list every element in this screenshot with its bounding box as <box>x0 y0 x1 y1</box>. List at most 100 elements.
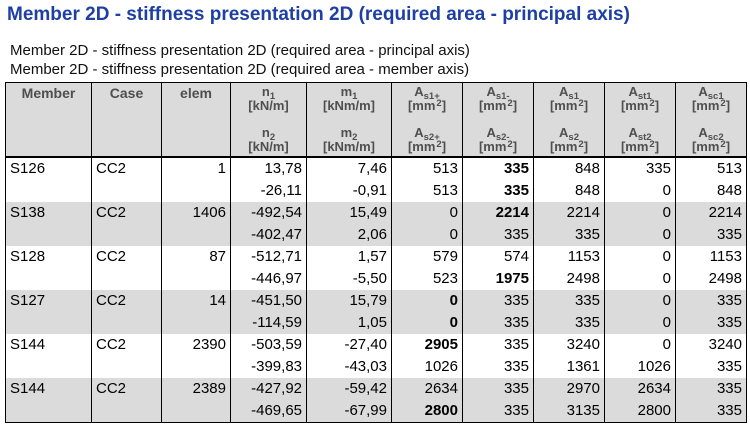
header-symbol-group-bottom: As2 [mm2] <box>537 126 601 154</box>
unit-superscript: 2 <box>649 98 655 109</box>
header-symbol-group-top: m1 [kNm/m] <box>310 85 388 113</box>
value-line-1: 2214 <box>708 204 742 221</box>
report-page: Member 2D - stiffness presentation 2D (r… <box>0 4 750 423</box>
value-line-2: 335 <box>503 358 529 375</box>
cell-as-minus: 2214 335 <box>462 202 534 246</box>
column-header-m: m1 [kNm/m] m2 [kNm/m] <box>306 82 392 158</box>
cell-case: CC2 <box>91 157 162 202</box>
value-line-1: -492,54 <box>251 204 302 221</box>
case-value: CC2 <box>96 292 127 309</box>
column-header-ast: Ast1 [mm2] Ast2 [mm2] <box>604 82 676 158</box>
symbol-subscript: s2 <box>568 132 579 143</box>
member-value: S144 <box>10 336 46 353</box>
value-line-2: -5,50 <box>352 270 387 287</box>
case-value: CC2 <box>96 160 127 177</box>
value-line-2: 2800 <box>424 402 458 419</box>
case-value: CC2 <box>96 380 127 397</box>
value-line-1: -27,40 <box>344 336 387 353</box>
case-value: CC2 <box>96 336 127 353</box>
value-line-2: 523 <box>432 270 458 287</box>
cell-elem: 14 <box>161 290 231 334</box>
table-row-1: S138 CC2 1406 -492,54 -402,47 15,49 2,06 0 0 2214… <box>5 202 747 246</box>
unit-label: [mm2] <box>620 139 660 154</box>
value-line-1: 3240 <box>708 336 742 353</box>
cell-as-minus: 335 335 <box>462 378 534 423</box>
subtitle-member-axis: Member 2D - stiffness presentation 2D (r… <box>10 61 470 78</box>
cell-asc: 1153 2498 <box>675 246 747 290</box>
cell-asc: 335 335 <box>675 378 747 423</box>
value-line-1: 0 <box>449 204 458 221</box>
elem-value: 2390 <box>192 336 226 353</box>
value-line-2: 0 <box>449 314 458 331</box>
cell-ast: 335 0 <box>604 157 676 202</box>
unit-label: [kNm/m] <box>322 98 376 113</box>
symbol-subscript: 2 <box>269 132 276 143</box>
cell-case: CC2 <box>91 290 162 334</box>
unit-label: [mm2] <box>407 139 447 154</box>
cell-as: 3240 1361 <box>533 334 605 378</box>
cell-m: 7,46 -0,91 <box>306 157 392 202</box>
unit-superscript: 2 <box>507 98 513 109</box>
cell-member: S144 <box>5 334 92 378</box>
header-symbol-group-bottom: As2- [mm2] <box>466 126 530 154</box>
symbol-label: A <box>628 84 638 99</box>
unit-superscript: 2 <box>649 139 655 150</box>
cell-as-plus: 579 523 <box>391 246 463 290</box>
value-line-1: 2970 <box>566 380 600 397</box>
column-header-case: Case <box>91 82 162 158</box>
value-line-2: 1361 <box>566 358 600 375</box>
header-symbol-group-bottom: Asc2 [mm2] <box>679 126 743 154</box>
member-value: S128 <box>10 248 46 265</box>
header-cell-content: Asc1 [mm2] Asc2 [mm2] <box>679 85 743 154</box>
value-line-1: 1153 <box>567 248 600 265</box>
elem-value: 1406 <box>192 204 226 221</box>
unit-text: mm <box>696 139 720 154</box>
unit-text: mm <box>483 139 507 154</box>
value-line-1: -59,42 <box>344 380 387 397</box>
header-symbol-group-top: As1- [mm2] <box>466 85 530 113</box>
value-line-2: 0 <box>662 270 671 287</box>
header-row: Member Case elem n1 [kN/m] n2 [kN/m] m1 [kNm/m] m… <box>5 82 747 158</box>
elem-value: 2389 <box>192 380 226 397</box>
value-line-2: 1,05 <box>357 314 387 331</box>
symbol-subscript: s1- <box>495 91 510 102</box>
report-title: Member 2D - stiffness presentation 2D (r… <box>7 4 630 25</box>
value-line-2: 335 <box>716 314 742 331</box>
symbol-subscript: 1 <box>269 91 276 102</box>
value-line-1: 335 <box>716 380 742 397</box>
elem-value: 1 <box>217 160 226 177</box>
header-cell-content: As1 [mm2] As2 [mm2] <box>537 85 601 154</box>
value-line-2: 2498 <box>566 270 600 287</box>
header-symbol-group-top: As1 [mm2] <box>537 85 601 113</box>
value-line-1: 848 <box>574 160 600 177</box>
value-line-1: 0 <box>662 292 671 309</box>
header-cell-content: m1 [kNm/m] m2 [kNm/m] <box>310 85 388 154</box>
value-line-1: 15,79 <box>349 292 387 309</box>
cell-m: 15,49 2,06 <box>306 202 392 246</box>
unit-label: [mm2] <box>691 98 731 113</box>
column-header-as-minus: As1- [mm2] As2- [mm2] <box>462 82 534 158</box>
cell-member: S126 <box>5 157 92 202</box>
cell-as: 2214 335 <box>533 202 605 246</box>
value-line-2: 513 <box>432 182 458 199</box>
header-symbol-group-bottom: n2 [kN/m] <box>234 126 303 154</box>
value-line-1: 0 <box>662 336 671 353</box>
value-line-2: 335 <box>716 226 742 243</box>
member-value: S127 <box>10 292 46 309</box>
cell-asc: 335 335 <box>675 290 747 334</box>
symbol-label: A <box>698 125 708 140</box>
value-line-1: 2214 <box>495 204 529 221</box>
table-body: S126 CC2 1 13,78 -26,11 7,46 -0,91 513 513 335 335… <box>5 157 747 423</box>
value-line-1: 335 <box>503 292 529 309</box>
unit-text: kN/m <box>252 139 285 154</box>
column-header-label: elem <box>180 85 212 101</box>
value-line-2: 1026 <box>424 358 458 375</box>
cell-m: 1,57 -5,50 <box>306 246 392 290</box>
value-line-2: 848 <box>716 182 742 199</box>
value-line-1: 13,78 <box>264 160 302 177</box>
value-line-1: 335 <box>645 160 671 177</box>
